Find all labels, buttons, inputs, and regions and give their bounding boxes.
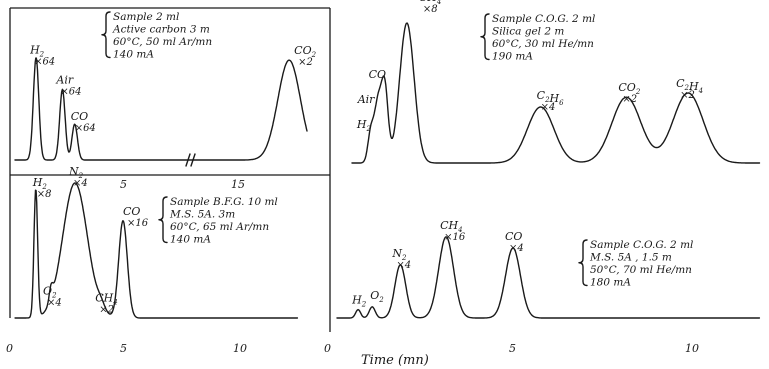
conditions-bottom-right: Sample C.O.G. 2 mlM.S. 5A , 1.5 m50°C, 7… (578, 239, 693, 289)
peak-multiplier: ×2 (99, 304, 114, 315)
conditions-brace (480, 13, 490, 61)
tick-right-0: 0 (324, 342, 331, 355)
condition-line: 60°C, 30 ml He/mn (492, 38, 594, 50)
condition-line: 190 mA (492, 51, 533, 63)
peak-multiplier: ×64 (34, 57, 55, 68)
peak-multiplier: ×16 (127, 218, 149, 229)
peak-label-h2: H2 (29, 44, 45, 59)
peak-label-air: Air (55, 74, 73, 87)
peak-label-ch4: CH4 (419, 0, 441, 6)
trace-top-right (351, 22, 761, 164)
peak-label-c2h4: C2H4 (676, 77, 703, 95)
trace-bottom-left (14, 182, 299, 319)
peak-label-n2: N2 (68, 165, 84, 180)
peak-multiplier: ×64 (60, 87, 81, 98)
peak-multiplier: ×4 (509, 243, 524, 254)
peak-label-co: CO (369, 68, 386, 81)
peak-multiplier: ×64 (75, 123, 96, 134)
condition-line: Sample 2 ml (113, 11, 179, 23)
tick-right-5: 5 (509, 342, 516, 355)
condition-line: Silica gel 2 m (492, 26, 564, 38)
peak-multiplier: ×4 (47, 298, 62, 309)
conditions-brace (578, 239, 588, 287)
trace-top-left (14, 57, 308, 161)
peak-label-air: Air (357, 93, 375, 106)
condition-line: 180 mA (590, 277, 631, 289)
condition-line: Sample C.O.G. 2 ml (492, 13, 595, 25)
peak-multiplier: ×4 (73, 178, 88, 189)
peak-label-n2: N2 (391, 247, 407, 262)
condition-line: 50°C, 70 ml He/mn (590, 264, 692, 276)
peak-label-ch4: CH4 (440, 219, 462, 234)
condition-line: M.S. 5A. 3m (169, 209, 235, 221)
peak-label-ch4: CH4 (95, 291, 117, 306)
condition-line: 140 mA (113, 49, 154, 61)
peak-label-co2: CO2 (294, 44, 316, 59)
conditions-brace (101, 11, 111, 59)
figure-frame (9, 7, 331, 332)
peak-multiplier: ×2 (680, 90, 695, 101)
peak-multiplier: ×4 (541, 102, 556, 113)
peak-multiplier: ×4 (396, 260, 411, 271)
peak-label-h2: H2 (32, 176, 48, 191)
axis-break-mark (185, 153, 191, 167)
peak-label-h2: H2 (356, 118, 372, 133)
condition-line: Sample B.F.G. 10 ml (170, 196, 278, 208)
peak-multiplier: ×2 (298, 57, 313, 68)
tick-right-10: 10 (685, 342, 699, 355)
peak-label-o2: O2 (370, 289, 384, 304)
peak-label-o2: O2 (43, 285, 57, 300)
bottom-axis-ticks: 0 5 10 0 5 10 (6, 342, 699, 355)
peak-label-co2: CO2 (618, 81, 640, 96)
tick-top-5: 5 (120, 178, 127, 191)
tick-top-15: 15 (231, 178, 245, 191)
conditions-brace (158, 196, 168, 244)
condition-line: Sample C.O.G. 2 ml (590, 239, 693, 251)
peak-label-co: CO (123, 205, 140, 218)
condition-line: Active carbon 3 m (112, 24, 210, 36)
condition-line: 140 mA (170, 234, 211, 246)
peak-multiplier: ×2 (622, 94, 637, 105)
tick-left-5: 5 (120, 342, 127, 355)
peak-label-co: CO (505, 230, 522, 243)
condition-line: 60°C, 65 ml Ar/mn (170, 221, 269, 233)
peak-multiplier: ×8 (37, 189, 52, 200)
condition-line: 60°C, 50 ml Ar/mn (113, 36, 212, 48)
trace-bottom-right (336, 236, 761, 319)
top-left-axis-ticks: 5 15 (120, 178, 245, 191)
tick-left-0: 0 (6, 342, 13, 355)
peak-label-c2h6: C2H6 (537, 89, 564, 107)
peak-label-h2: H2 (351, 294, 367, 309)
peak-label-co: CO (71, 110, 88, 123)
condition-line: M.S. 5A , 1.5 m (589, 252, 672, 264)
peak-multiplier: ×8 (423, 4, 438, 15)
x-axis-label: Time (mn) (361, 353, 429, 368)
tick-left-10: 10 (233, 342, 247, 355)
peak-multiplier: ×16 (444, 232, 466, 243)
axis-break-mark (190, 153, 196, 167)
